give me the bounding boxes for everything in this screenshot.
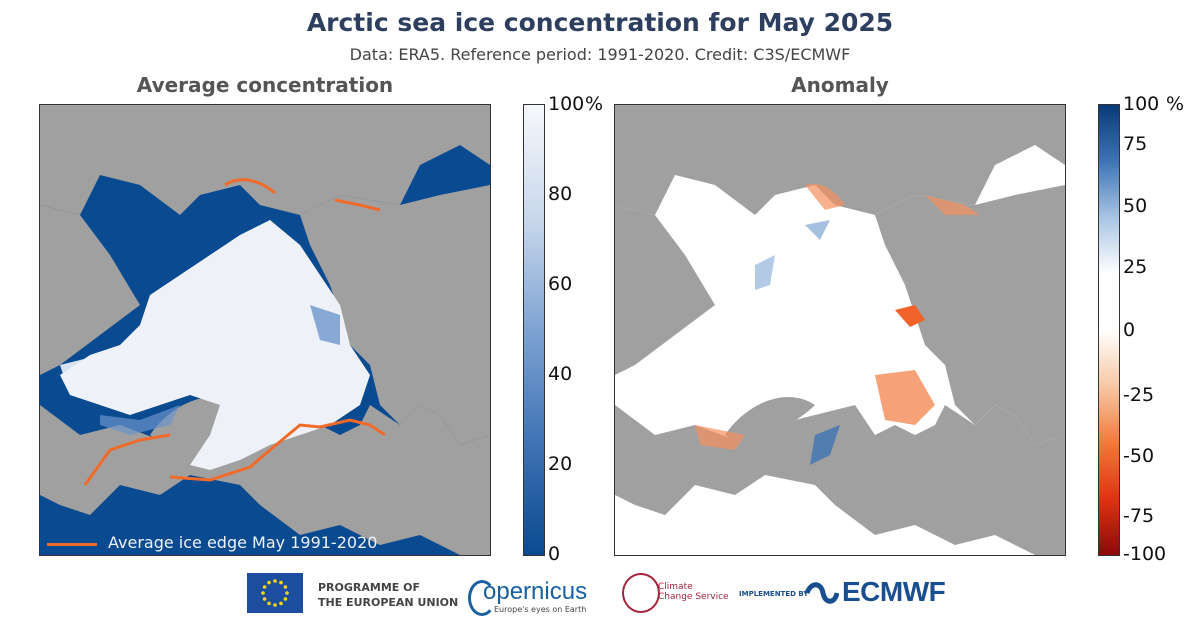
c3s-label-line-1: Climate bbox=[658, 582, 693, 592]
anomaly-tick-50: 50 bbox=[1123, 195, 1148, 217]
concentration-tick-20: 20 bbox=[548, 453, 573, 475]
c3s-label-line-2: Change Service bbox=[658, 592, 729, 602]
page-subtitle: Data: ERA5. Reference period: 1991-2020.… bbox=[349, 45, 851, 64]
c3s-thermometer-icon bbox=[622, 573, 660, 613]
eu-label-line-2: THE EUROPEAN UNION bbox=[318, 596, 459, 609]
page-title: Arctic sea ice concentration for May 202… bbox=[306, 8, 894, 37]
concentration-unit: % bbox=[585, 93, 604, 115]
anomaly-tick-minus-50: -50 bbox=[1123, 445, 1155, 467]
anomaly-tick-75: 75 bbox=[1123, 133, 1148, 155]
ice-edge-legend-label: Average ice edge May 1991-2020 bbox=[108, 533, 378, 552]
anomaly-tick-minus-75: -75 bbox=[1123, 505, 1155, 527]
concentration-tick-0: 0 bbox=[548, 543, 561, 565]
ice-edge-legend-line bbox=[47, 543, 97, 546]
ecmwf-logo-text: ECMWF bbox=[842, 576, 946, 607]
eu-label-line-1: PROGRAMME OF bbox=[318, 581, 420, 594]
anomaly-colorbar bbox=[1098, 104, 1120, 556]
concentration-tick-80: 80 bbox=[548, 183, 573, 205]
eu-programme-label: PROGRAMME OF THE EUROPEAN UNION bbox=[318, 580, 458, 610]
concentration-map bbox=[39, 104, 491, 556]
copernicus-c-icon bbox=[468, 580, 496, 616]
left-panel-title: Average concentration bbox=[136, 73, 394, 97]
anomaly-tick-minus-100: -100 bbox=[1123, 543, 1167, 565]
right-panel-title: Anomaly bbox=[791, 73, 889, 97]
concentration-colorbar bbox=[523, 104, 545, 556]
anomaly-unit: % bbox=[1166, 93, 1185, 115]
concentration-tick-100: 100 bbox=[548, 93, 585, 115]
anomaly-tick-25: 25 bbox=[1123, 256, 1148, 278]
anomaly-map bbox=[614, 104, 1066, 556]
anomaly-tick-0: 0 bbox=[1123, 319, 1136, 341]
anomaly-tick-minus-25: -25 bbox=[1123, 384, 1155, 406]
copernicus-logo-text: opernicus bbox=[483, 578, 588, 605]
ecmwf-arrows-icon bbox=[804, 580, 840, 606]
implemented-by-label: IMPLEMENTED BY bbox=[739, 590, 809, 598]
concentration-tick-60: 60 bbox=[548, 273, 573, 295]
copernicus-tagline: Europe's eyes on Earth bbox=[494, 605, 587, 614]
concentration-tick-40: 40 bbox=[548, 363, 573, 385]
anomaly-tick-100: 100 bbox=[1123, 93, 1160, 115]
c3s-logo-text: Climate Change Service bbox=[658, 582, 729, 602]
eu-flag-logo bbox=[247, 573, 303, 613]
